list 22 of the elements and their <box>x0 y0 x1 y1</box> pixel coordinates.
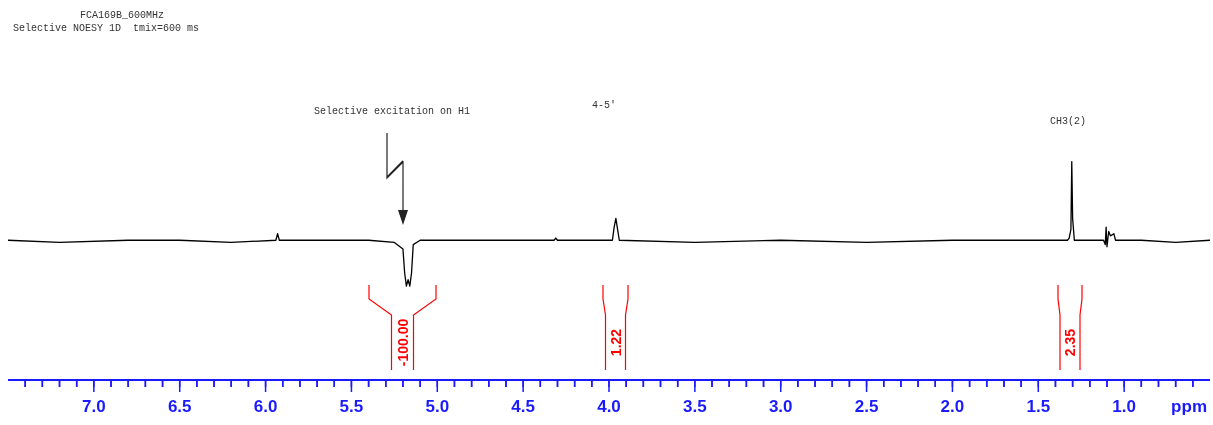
x-tick-label: 7.0 <box>82 397 106 416</box>
text: CH3(2) <box>1049 116 1087 127</box>
x-tick-label: 2.0 <box>940 397 965 416</box>
chart-subtitle: Selective NOESY 1D tmix=600 ms <box>13 23 200 34</box>
annotation: 2.35 <box>1062 328 1078 357</box>
x-tick-label: 3.0 <box>768 397 793 416</box>
text: Selective excitation on H1 <box>313 106 471 117</box>
annotation: -100.00 <box>394 318 411 367</box>
x-tick-label: 2.5 <box>854 397 879 416</box>
x-tick-label: 1.5 <box>1026 397 1051 416</box>
x-tick-label: 1.0 <box>1112 397 1136 416</box>
annotation: 1.22 <box>607 328 624 357</box>
x-tick-label: 4.0 <box>597 397 621 416</box>
x-tick-label: 3.5 <box>683 397 707 416</box>
x-axis-title: ppm <box>1171 397 1207 416</box>
chart-title: FCA169B_600MHz <box>80 10 165 21</box>
x-tick-label: 5.0 <box>425 397 450 416</box>
x-tick-label: 6.5 <box>167 397 192 416</box>
x-tick-label: 4.5 <box>511 397 535 416</box>
x-tick-label: 5.5 <box>339 397 364 416</box>
text: 4-5′ <box>591 100 617 111</box>
x-tick-label: 6.0 <box>253 397 278 416</box>
